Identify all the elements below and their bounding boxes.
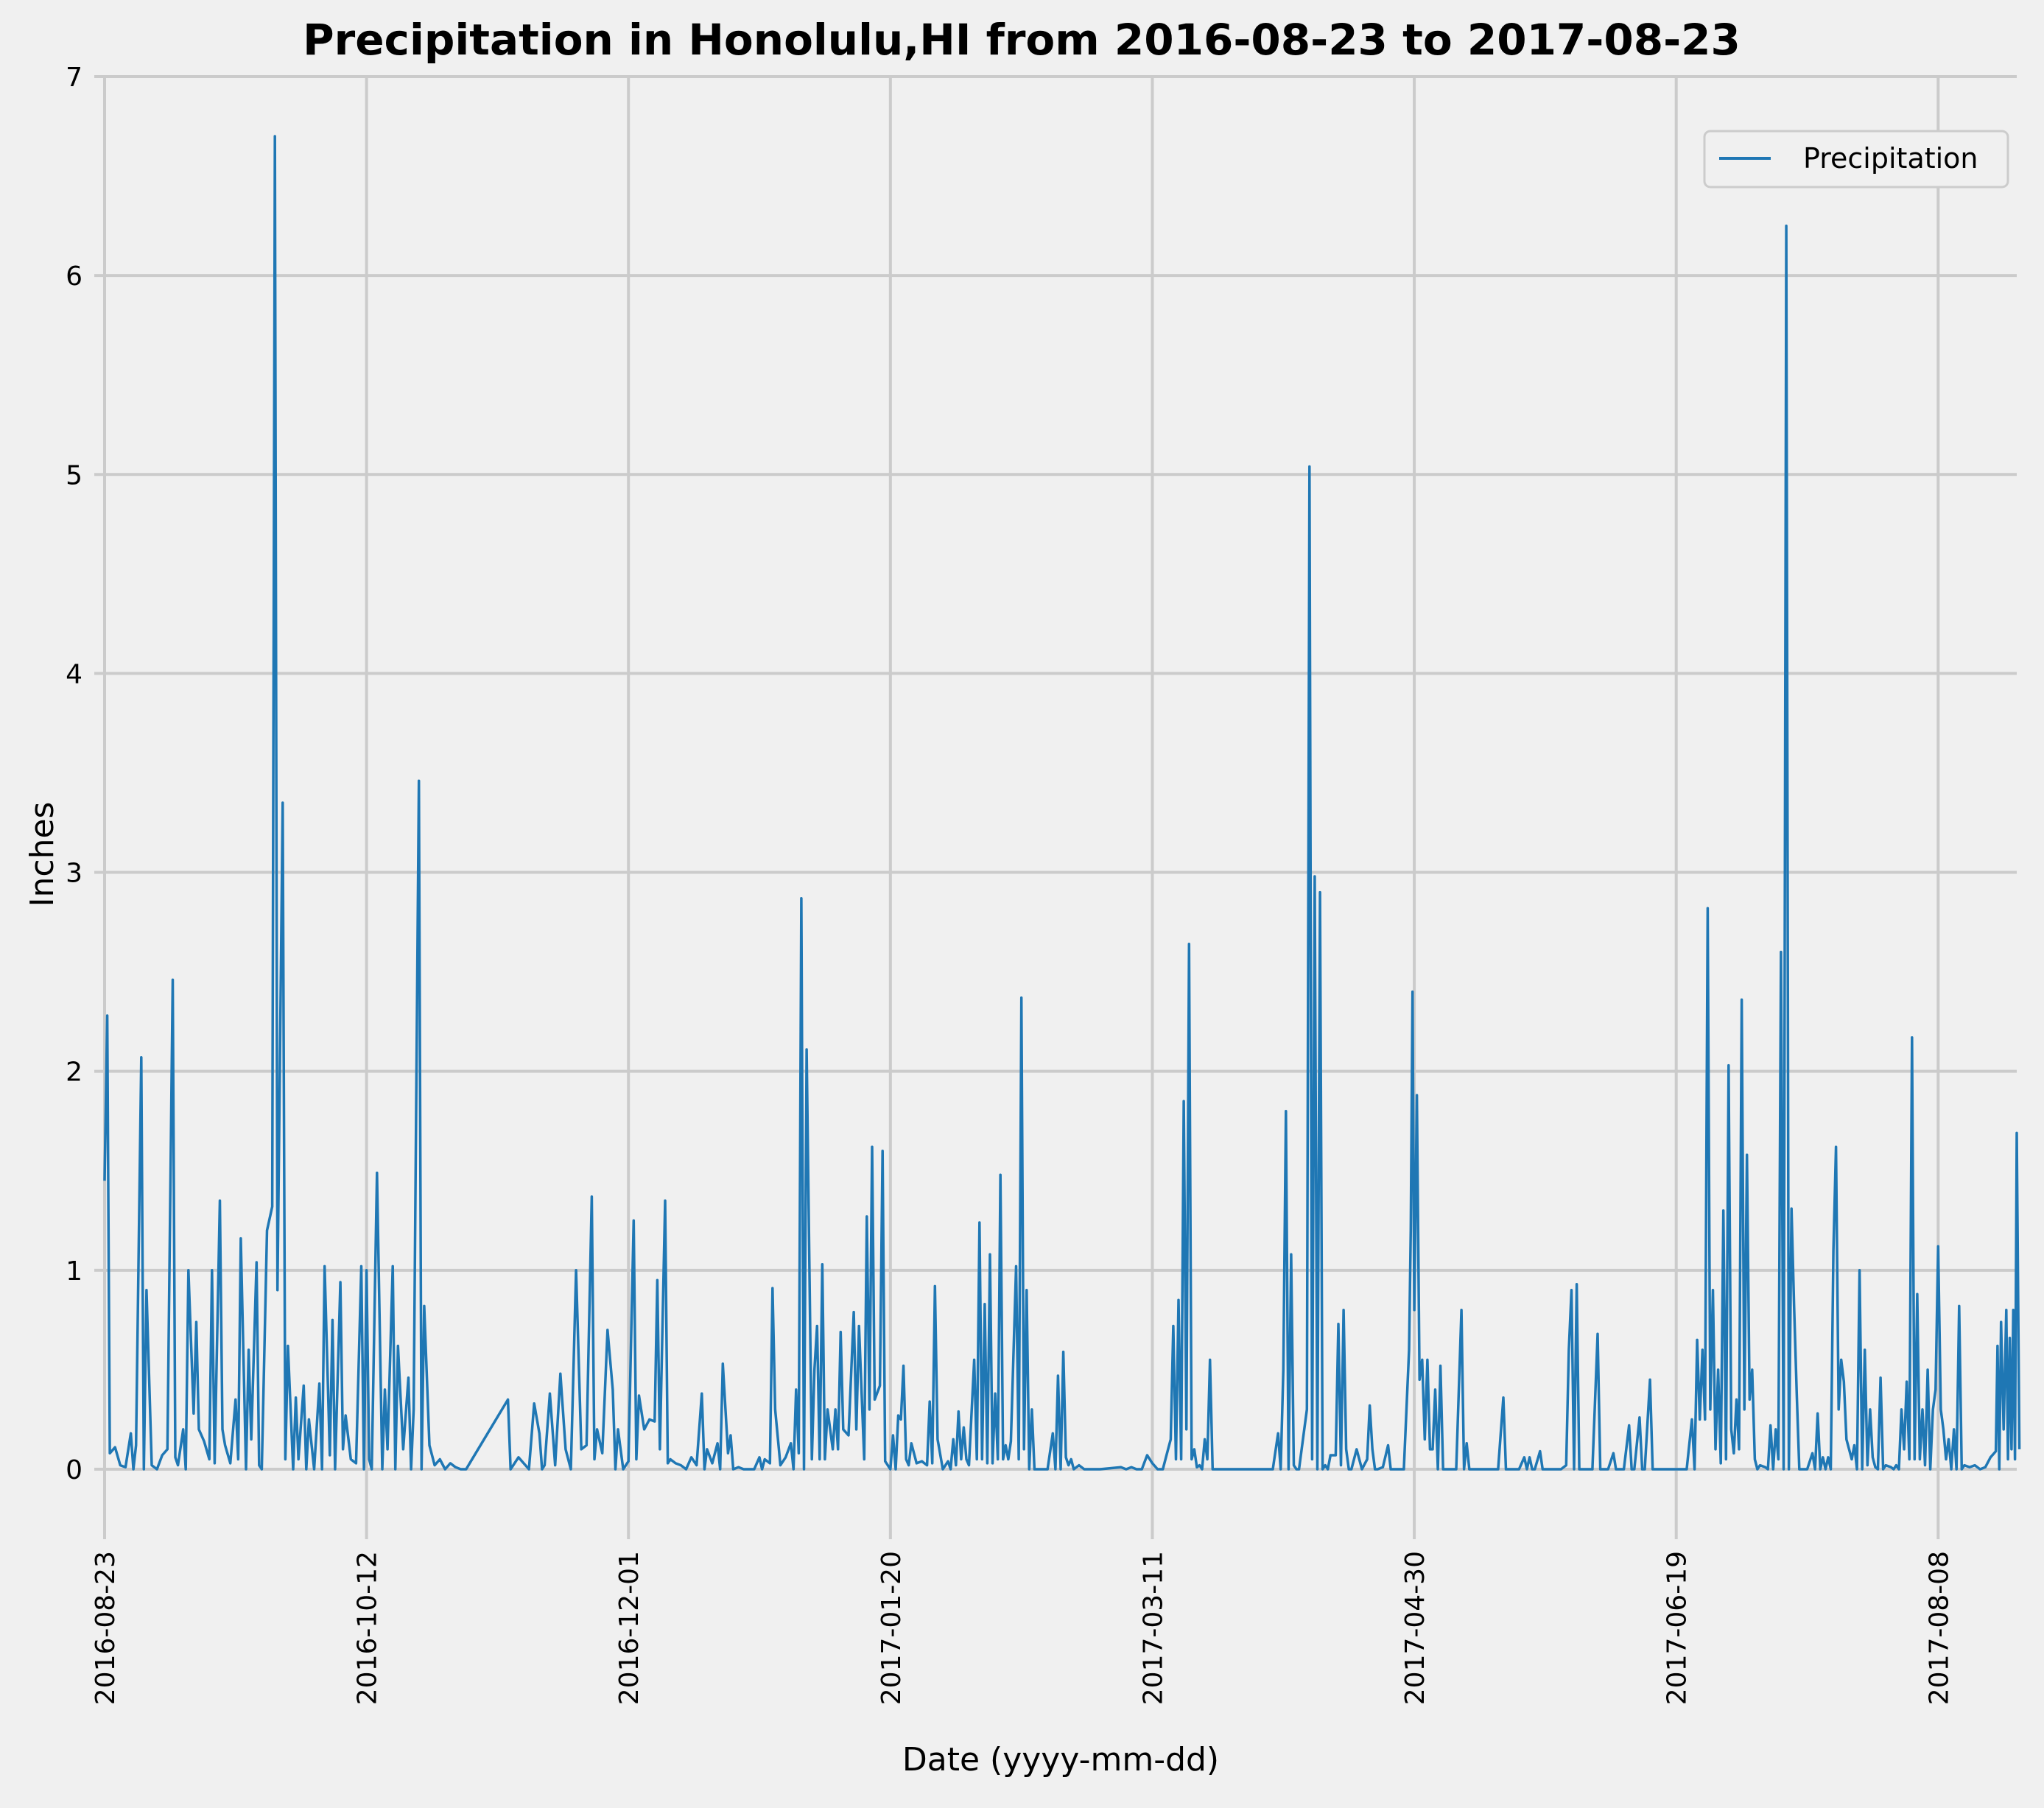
y-axis-label: Inches	[24, 802, 61, 907]
y-tick-label: 4	[66, 659, 82, 689]
x-tick-label: 2016-12-01	[614, 1551, 645, 1705]
y-tick-label: 7	[66, 63, 82, 93]
y-tick-label: 0	[66, 1455, 82, 1485]
y-tick-label: 1	[66, 1256, 82, 1287]
x-tick-label: 2017-08-08	[1924, 1551, 1954, 1705]
y-tick-label: 2	[66, 1058, 82, 1088]
legend-box	[1703, 130, 2009, 189]
x-tick-label: 2017-01-20	[877, 1551, 907, 1705]
y-gridlines	[94, 75, 2017, 1471]
y-tick-label: 3	[66, 859, 82, 889]
x-tick-label: 2016-08-23	[91, 1551, 121, 1705]
precipitation-series-line	[103, 135, 2021, 1471]
legend-entry-precipitation: Precipitation	[1803, 142, 1978, 175]
x-axis-label: Date (yyyy-mm-dd)	[902, 1741, 1219, 1779]
x-tick-label: 2017-03-11	[1138, 1551, 1168, 1705]
legend: Precipitation	[1703, 130, 2009, 189]
x-tick-label: 2016-10-12	[353, 1551, 383, 1705]
x-tick-label: 2017-04-30	[1400, 1551, 1430, 1705]
chart-title: Precipitation in Honolulu,HI from 2016-0…	[303, 15, 1741, 65]
y-tick-label: 5	[66, 460, 82, 490]
x-gridlines	[103, 77, 1940, 1539]
y-tick-labels: 0 1 2 3 4 5 6 7	[66, 63, 82, 1485]
y-tick-label: 6	[66, 261, 82, 292]
x-tick-labels: 2016-08-23 2016-10-12 2016-12-01 2017-01-20…	[91, 1551, 1954, 1705]
x-tick-label: 2017-06-19	[1662, 1551, 1693, 1705]
